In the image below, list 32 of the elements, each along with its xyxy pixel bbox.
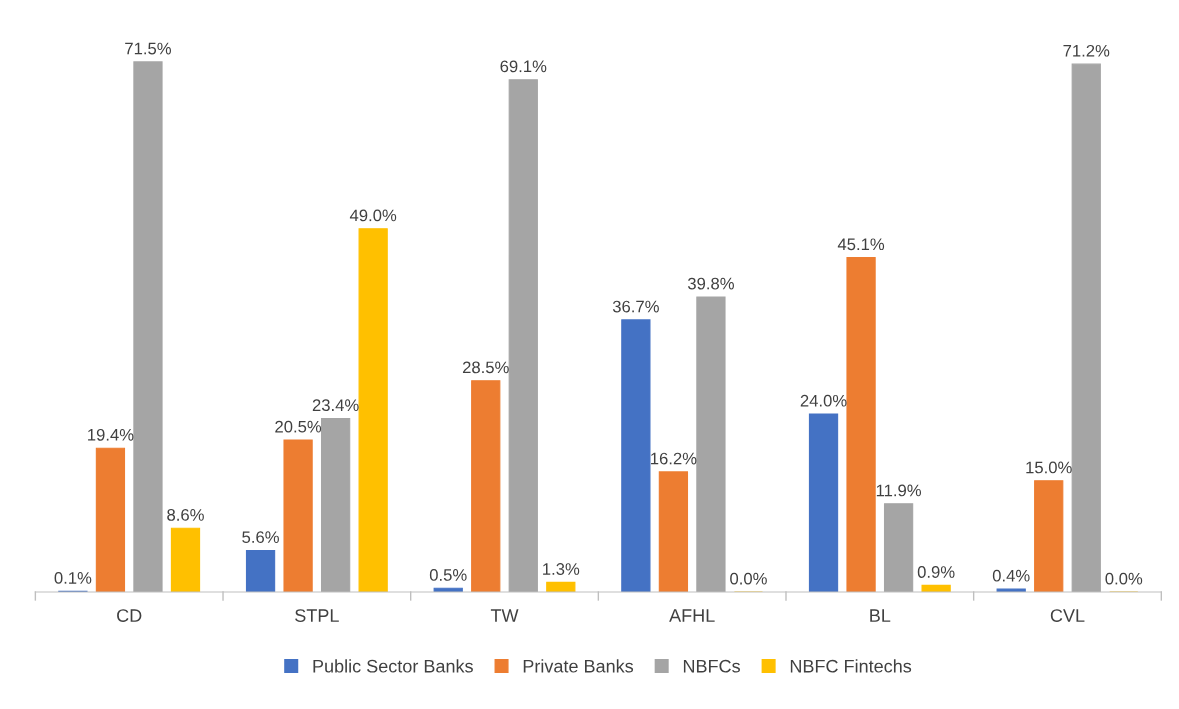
data-label: 8.6% [167,508,204,521]
data-label: 0.0% [1105,572,1143,585]
legend-label: Private Banks [523,659,634,673]
data-label: 0.4% [992,569,1030,582]
data-label: 15.0% [1026,461,1072,474]
x-tick-label: CD [117,609,142,622]
data-label: 0.1% [54,572,92,584]
data-label: 39.8% [687,277,734,290]
legend-label: NBFCs [683,659,740,673]
x-tick-label: STPL [295,609,339,622]
data-label: 0.0% [730,572,767,585]
legend-label: NBFC Fintechs [790,659,912,673]
data-label: 1.3% [543,563,580,575]
data-label: 71.5% [125,42,171,55]
data-label: 11.9% [876,484,922,497]
legend-label: Public Sector Banks [313,659,473,673]
data-label: 5.6% [242,531,279,544]
data-label: 69.1% [500,60,547,73]
x-tick-label: TW [490,609,519,622]
x-tick-label: CVL [1050,609,1085,622]
data-label: 16.2% [651,452,697,465]
x-tick-label: AFHL [669,609,715,622]
data-label: 49.0% [349,209,397,222]
x-tick-label: BL [870,609,891,622]
data-label: 71.2% [1063,44,1110,57]
data-label: 0.9% [917,566,955,578]
data-label: 20.5% [275,420,322,433]
data-label: 28.5% [462,361,509,374]
data-label: 36.7% [612,300,659,313]
data-label: 45.1% [837,238,885,251]
data-label: 0.5% [429,569,467,581]
data-label: 19.4% [88,428,134,441]
